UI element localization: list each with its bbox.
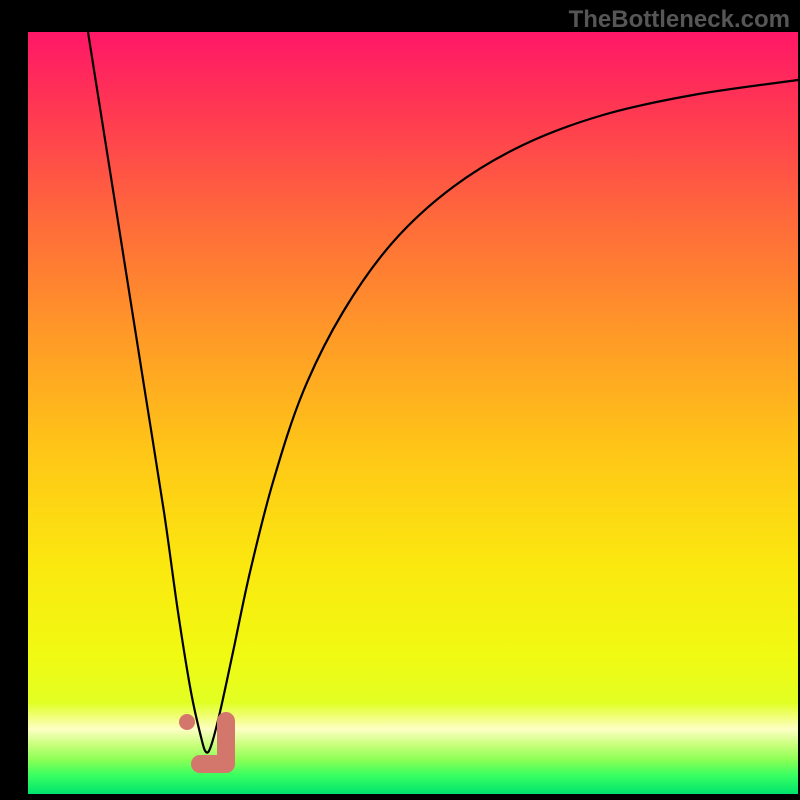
bottleneck-chart [0,0,800,800]
chart-outer-frame: TheBottleneck.com [0,0,800,800]
optimum-marker-dot [179,714,195,730]
plot-background-gradient [28,32,798,794]
